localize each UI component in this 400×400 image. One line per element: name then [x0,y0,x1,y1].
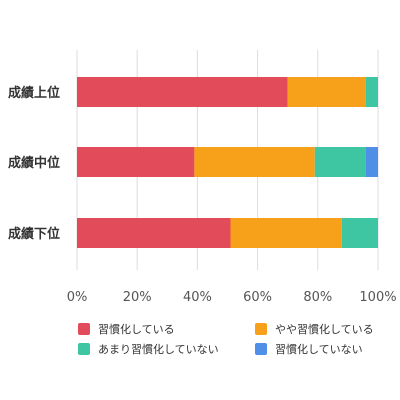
bars [77,77,378,248]
category-label: 成績中位 [8,155,60,171]
legend-label: やや習慣化している [275,323,374,336]
bar-segment [230,218,342,248]
bar-segment [365,77,378,107]
bar-segment [365,147,378,177]
x-tick-labels: 0% 20% 40% 60% 80% 100% [67,290,397,305]
legend-item-not-very-habitual: あまり習慣化していない [78,341,219,357]
legend-swatch [255,323,267,335]
bar-segment [77,147,195,177]
legend-item-not-habitual: 習慣化していない [255,341,363,357]
bar-segment [341,218,378,248]
legend-swatch [78,323,90,335]
category-label: 成績上位 [8,85,60,101]
bar-segment [194,147,315,177]
x-tick-label: 20% [123,290,152,305]
x-tick-label: 100% [359,290,396,305]
legend: 習慣化している やや習慣化している あまり習慣化していない 習慣化していない [60,321,400,361]
legend-label: あまり習慣化していない [98,343,219,356]
legend-label: 習慣化している [98,323,175,336]
legend-swatch [78,343,90,355]
x-tick-label: 0% [67,290,88,305]
bar-segment [314,147,366,177]
legend-label: 習慣化していない [275,343,363,356]
x-tick-label: 40% [183,290,212,305]
legend-item-habitual: 習慣化している [78,321,175,337]
x-tick-label: 60% [243,290,272,305]
bar-segment [287,77,366,107]
bar-segment [77,77,288,107]
category-label: 成績下位 [8,226,60,242]
legend-item-somewhat-habitual: やや習慣化している [255,321,374,337]
bar-segment [77,218,231,248]
legend-swatch [255,343,267,355]
x-tick-label: 80% [303,290,332,305]
